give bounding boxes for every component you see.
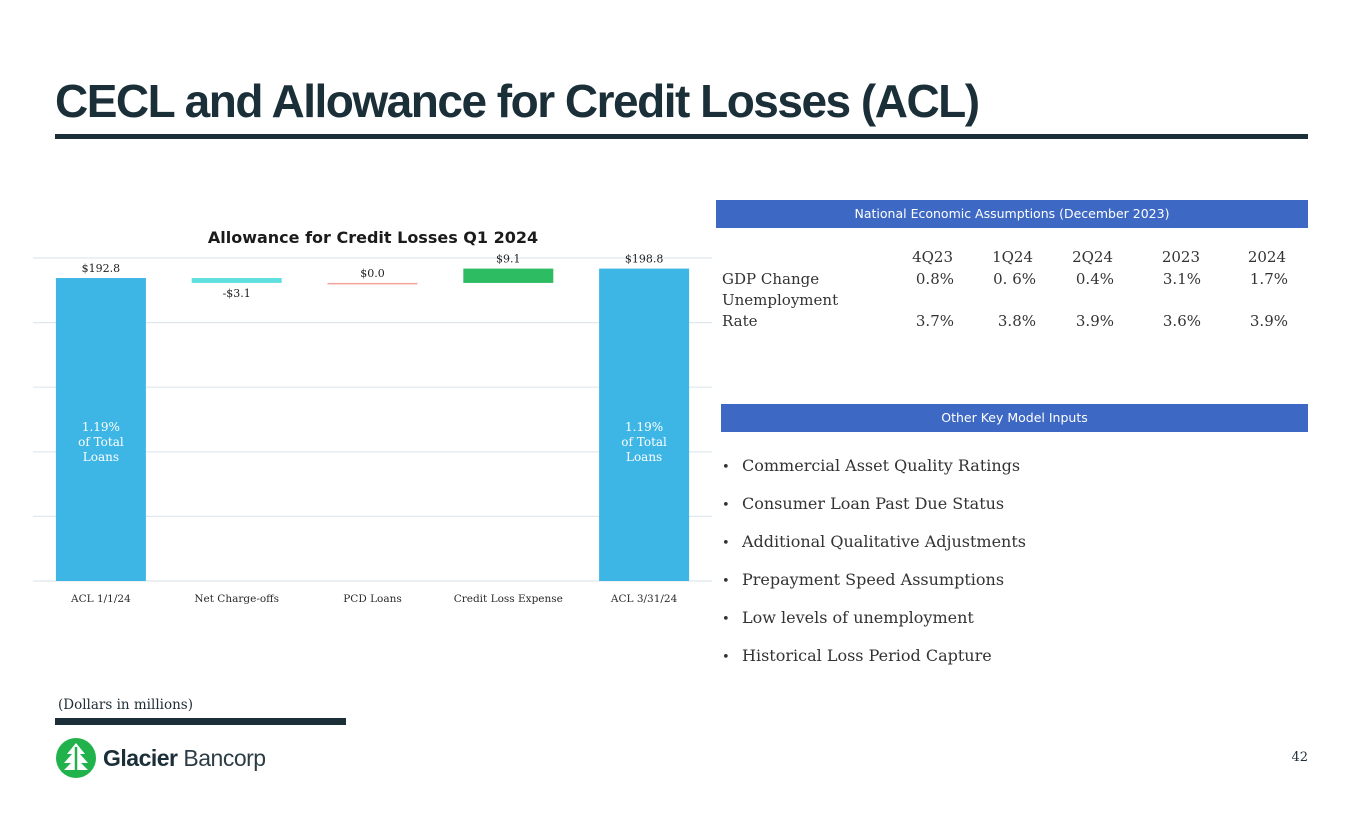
page-number: 42	[1291, 750, 1308, 765]
chart-bar	[327, 282, 418, 285]
column-header: 4Q23	[912, 248, 953, 266]
table-cell: 3.9%	[1249, 312, 1288, 330]
bullet-icon: •	[722, 650, 730, 665]
bar-note: Loans	[626, 450, 662, 464]
table-cell: 0.8%	[915, 270, 954, 288]
chart-title: Allowance for Credit Losses Q1 2024	[207, 228, 539, 247]
footnote: (Dollars in millions)	[58, 697, 193, 713]
category-label: ACL 3/31/24	[610, 593, 678, 605]
chart-bar	[599, 268, 690, 581]
table-cell: 3.1%	[1162, 270, 1201, 288]
list-item: • Consumer Loan Past Due Status	[722, 494, 1005, 513]
category-label: ACL 1/1/24	[70, 593, 131, 605]
list-item: • Historical Loss Period Capture	[722, 646, 992, 665]
table-cell: 0. 6%	[993, 270, 1036, 288]
list-item: • Low levels of unemployment	[722, 608, 974, 627]
table-cell: 1.7%	[1249, 270, 1288, 288]
column-header: 2023	[1161, 248, 1200, 266]
category-label: Credit Loss Expense	[454, 593, 563, 605]
column-header: 2Q24	[1072, 248, 1113, 266]
table-cell: 3.9%	[1075, 312, 1114, 330]
title-underline	[55, 134, 1308, 139]
data-label: $9.1	[496, 253, 521, 266]
row-label: GDP Change	[722, 270, 820, 288]
row-label: Rate	[722, 312, 758, 330]
company-name: Glacier Bancorp	[103, 745, 266, 771]
list-item: • Prepayment Speed Assumptions	[722, 570, 1005, 589]
glacier-logo-icon	[56, 738, 96, 778]
data-label: -$3.1	[223, 287, 251, 300]
bullet-icon: •	[722, 612, 730, 627]
bullet-icon: •	[722, 536, 730, 551]
inputs-header: Other Key Model Inputs	[721, 404, 1308, 432]
table-cell: 3.8%	[997, 312, 1036, 330]
bar-note: of Total	[78, 435, 124, 449]
column-header: 2024	[1247, 248, 1286, 266]
bar-note: Loans	[83, 450, 119, 464]
bar-note: of Total	[621, 435, 667, 449]
slide-title: CECL and Allowance for Credit Losses (AC…	[55, 75, 980, 127]
data-label: $192.8	[82, 262, 121, 275]
table-cell: 3.6%	[1162, 312, 1201, 330]
bullet-icon: •	[722, 460, 730, 475]
category-label: Net Charge-offs	[194, 593, 279, 605]
data-label: $198.8	[625, 253, 664, 266]
company-logo: Glacier Bancorp	[55, 737, 266, 779]
bar-note: 1.19%	[625, 420, 663, 434]
chart-bar	[191, 278, 282, 283]
bullet-icon: •	[722, 574, 730, 589]
table-cell: 0.4%	[1075, 270, 1114, 288]
list-item: • Additional Qualitative Adjustments	[722, 532, 1026, 551]
assumptions-header: National Economic Assumptions (December …	[716, 200, 1308, 228]
data-label: $0.0	[360, 267, 385, 280]
bullet-icon: •	[722, 498, 730, 513]
list-item: • Commercial Asset Quality Ratings	[722, 456, 1021, 475]
table-cell: 3.7%	[915, 312, 954, 330]
chart-bar	[55, 278, 146, 581]
inputs-list: • Commercial Asset Quality Ratings • Consu…	[722, 456, 1026, 684]
column-header: 1Q24	[992, 248, 1033, 266]
category-label: PCD Loans	[343, 593, 402, 605]
row-label: Unemployment	[722, 291, 839, 309]
footnote-rule	[55, 718, 346, 725]
bar-note: 1.19%	[82, 420, 120, 434]
chart-bar	[463, 268, 554, 283]
